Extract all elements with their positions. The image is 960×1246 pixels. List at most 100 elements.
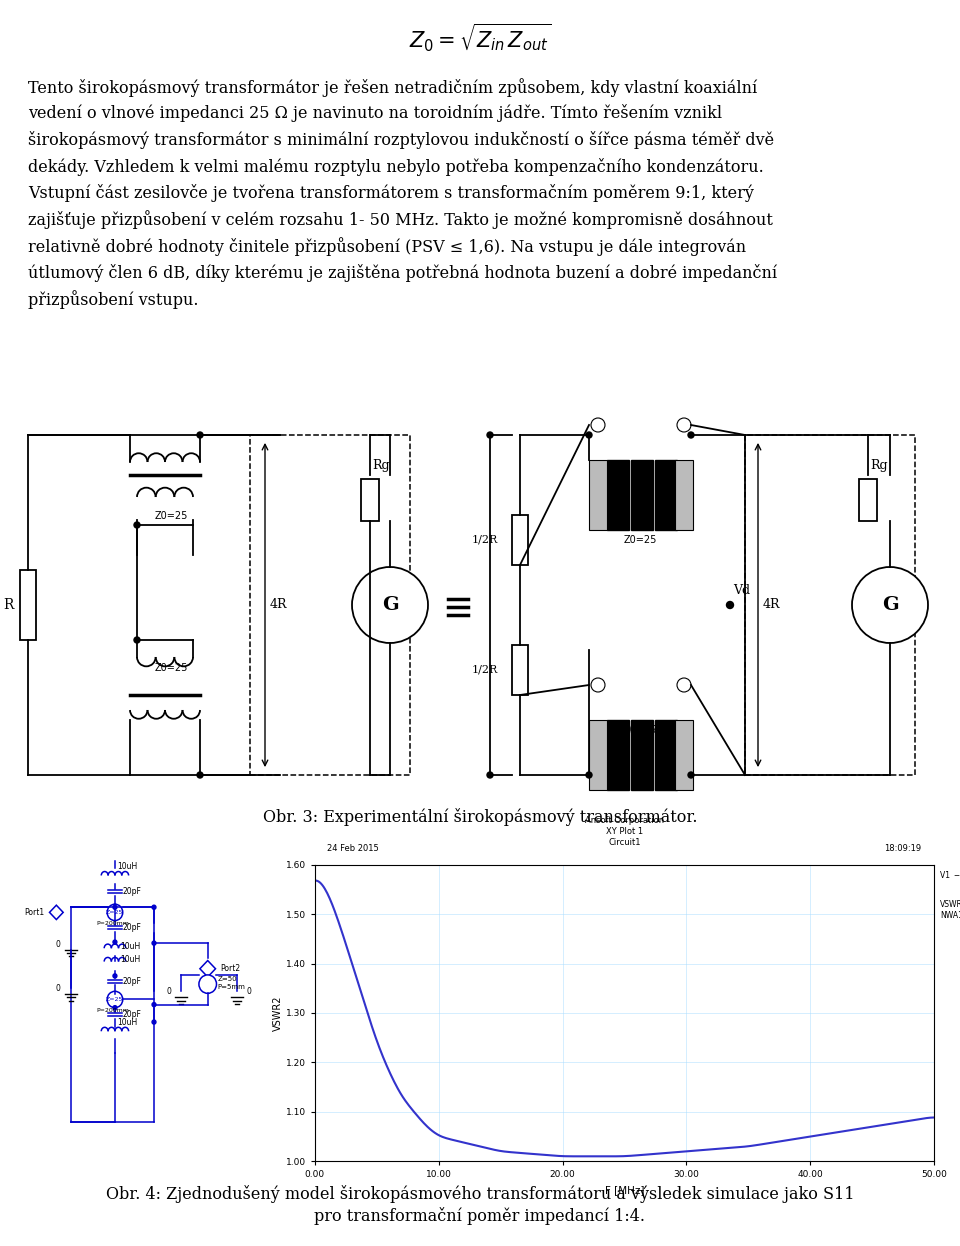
Polygon shape	[50, 905, 63, 920]
Text: Rg: Rg	[372, 459, 390, 471]
Circle shape	[677, 417, 691, 432]
Bar	[607, 720, 629, 790]
Bar	[655, 720, 677, 790]
Text: Z=50: Z=50	[218, 976, 237, 982]
Text: útlumový člen 6 dB, díky kterému je zajištěna potřebná hodnota buzení a dobré im: útlumový člen 6 dB, díky kterému je zaji…	[28, 263, 778, 282]
Text: Vd: Vd	[733, 583, 750, 597]
Circle shape	[852, 567, 928, 643]
Circle shape	[591, 417, 605, 432]
Text: P=200mm: P=200mm	[97, 1008, 130, 1013]
Text: P=5mm: P=5mm	[218, 984, 246, 991]
Text: 20pF: 20pF	[123, 977, 142, 986]
Text: 10uH: 10uH	[117, 1018, 137, 1027]
Text: dekády. Vzhledem k velmi malému rozptylu nebylo potřeba kompenzačního kondenzáto: dekády. Vzhledem k velmi malému rozptylu…	[28, 157, 764, 176]
Bar	[859, 478, 877, 521]
Text: 10uH: 10uH	[120, 954, 140, 964]
Bar	[607, 460, 629, 530]
Text: 10uH: 10uH	[117, 862, 137, 871]
Text: 4R: 4R	[763, 598, 780, 612]
Circle shape	[487, 773, 493, 778]
Bar	[589, 720, 607, 790]
Text: P=200mm: P=200mm	[97, 921, 130, 926]
Text: Obr. 3: Experimentální širokopásmový transformátor.: Obr. 3: Experimentální širokopásmový tra…	[263, 807, 697, 826]
Text: zajišťuje přizpůsobení v celém rozsahu 1- 50 MHz. Takto je možné kompromisně dos: zajišťuje přizpůsobení v celém rozsahu 1…	[28, 211, 773, 229]
Text: VSWR2
NWA1: VSWR2 NWA1	[940, 901, 960, 920]
Circle shape	[152, 1003, 156, 1007]
Text: Port2: Port2	[221, 964, 241, 973]
Circle shape	[108, 992, 123, 1008]
Circle shape	[677, 678, 691, 692]
Polygon shape	[200, 961, 216, 977]
Text: Port1: Port1	[25, 908, 44, 917]
Text: Obr. 4: Zjednodušený model širokopásmového transformátoru a výsledek simulace ja: Obr. 4: Zjednodušený model širokopásmové…	[106, 1185, 854, 1202]
Circle shape	[108, 905, 123, 921]
Circle shape	[586, 773, 592, 778]
Bar	[675, 720, 693, 790]
Text: pro transformační poměr impedancí 1:4.: pro transformační poměr impedancí 1:4.	[315, 1207, 645, 1225]
Circle shape	[134, 522, 140, 528]
Circle shape	[152, 941, 156, 946]
Text: přizpůsobení vstupu.: přizpůsobení vstupu.	[28, 290, 199, 309]
Text: širokopásmový transformátor s minimální rozptylovou indukčností o šířce pásma té: širokopásmový transformátor s minimální …	[28, 131, 774, 150]
Text: Vstupní část zesilovče je tvořena transformátorem s transformačním poměrem 9:1, : Vstupní část zesilovče je tvořena transf…	[28, 184, 754, 202]
Circle shape	[152, 1020, 156, 1024]
Circle shape	[727, 602, 733, 608]
Circle shape	[113, 974, 117, 978]
Circle shape	[113, 1006, 117, 1009]
Circle shape	[688, 773, 694, 778]
Circle shape	[586, 432, 592, 439]
Text: 1/2R: 1/2R	[471, 535, 498, 545]
Text: 0: 0	[247, 987, 252, 996]
Text: G: G	[382, 596, 398, 614]
Text: 0: 0	[167, 987, 172, 996]
Bar	[512, 515, 528, 564]
Circle shape	[197, 773, 203, 778]
Circle shape	[113, 939, 117, 944]
Text: Ansoft Corporation
XY Plot 1
Circuit1: Ansoft Corporation XY Plot 1 Circuit1	[585, 816, 664, 847]
Text: Rg: Rg	[870, 459, 888, 471]
Circle shape	[591, 678, 605, 692]
Text: 18:09:19: 18:09:19	[884, 844, 922, 852]
Text: Tento širokopásmový transformátor je řešen netradičním způsobem, kdy vlastní koa: Tento širokopásmový transformátor je řeš…	[28, 78, 757, 97]
Text: Z0=25: Z0=25	[623, 725, 657, 735]
Bar	[675, 460, 693, 530]
Text: $Z_0 = \sqrt{Z_{in}\, Z_{out}}$: $Z_0 = \sqrt{Z_{in}\, Z_{out}}$	[409, 22, 551, 55]
Bar	[361, 478, 379, 521]
Bar	[631, 460, 653, 530]
Circle shape	[199, 974, 217, 993]
Circle shape	[134, 637, 140, 643]
Y-axis label: VSWR2: VSWR2	[273, 996, 283, 1030]
Circle shape	[688, 432, 694, 439]
Text: Z0=25: Z0=25	[155, 511, 188, 521]
Text: Z=25: Z=25	[107, 910, 124, 915]
Text: vedení o vlnové impedanci 25 Ω je navinuto na toroidním jádře. Tímto řešením vzn: vedení o vlnové impedanci 25 Ω je navinu…	[28, 105, 722, 122]
Text: 0: 0	[56, 984, 60, 993]
Bar	[512, 645, 528, 695]
Text: 1/2R: 1/2R	[471, 665, 498, 675]
Text: Z0=25: Z0=25	[623, 535, 657, 545]
Text: Z0=25: Z0=25	[155, 663, 188, 673]
Text: 20pF: 20pF	[123, 923, 142, 932]
Circle shape	[487, 432, 493, 439]
Text: 20pF: 20pF	[123, 887, 142, 896]
Bar	[250, 435, 410, 775]
Bar	[631, 720, 653, 790]
Text: 4R: 4R	[270, 598, 287, 612]
Bar	[655, 460, 677, 530]
Bar	[745, 435, 915, 775]
Circle shape	[152, 905, 156, 910]
Bar	[589, 460, 607, 530]
Text: R: R	[4, 598, 14, 612]
Circle shape	[197, 432, 203, 439]
Bar	[20, 569, 36, 640]
Text: 24 Feb 2015: 24 Feb 2015	[327, 844, 379, 852]
Text: V1  ─: V1 ─	[940, 871, 960, 880]
Circle shape	[352, 567, 428, 643]
Text: relativně dobré hodnoty činitele přizpůsobení (PSV ≤ 1,6). Na vstupu je dále int: relativně dobré hodnoty činitele přizpůs…	[28, 237, 746, 255]
Text: 10uH: 10uH	[120, 942, 140, 951]
Circle shape	[113, 905, 117, 910]
Text: 20pF: 20pF	[123, 1011, 142, 1019]
Text: 0: 0	[56, 939, 60, 948]
Text: G: G	[881, 596, 899, 614]
X-axis label: F [MHz]: F [MHz]	[605, 1185, 644, 1195]
